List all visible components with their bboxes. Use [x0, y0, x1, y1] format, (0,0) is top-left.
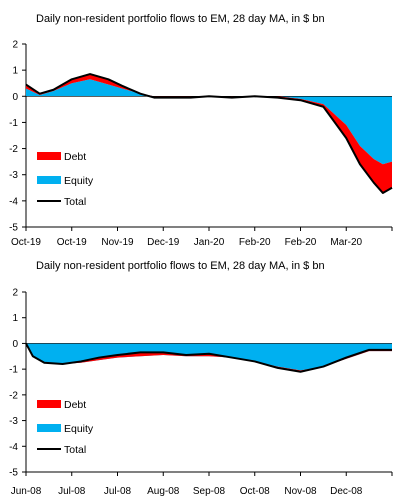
- chart-panel-top: Daily non-resident portfolio flows to EM…: [9, 13, 393, 248]
- legend-swatch-debt: [37, 400, 61, 408]
- series-debt-area: [26, 74, 392, 194]
- legend-swatch-equity: [37, 176, 61, 184]
- y-tick-label: -1: [9, 118, 18, 129]
- legend-swatch-debt: [37, 152, 61, 160]
- x-tick-label: Feb-20: [285, 237, 317, 248]
- x-tick-label: Dec-08: [330, 486, 363, 497]
- y-tick-label: -5: [9, 468, 18, 479]
- chart-title: Daily non-resident portfolio flows to EM…: [36, 260, 325, 272]
- x-tick-label: Aug-08: [147, 486, 180, 497]
- y-tick-label: 1: [12, 66, 18, 77]
- y-tick-label: 2: [12, 40, 18, 51]
- y-tick-label: -1: [9, 365, 18, 376]
- chart-panel-bottom: Daily non-resident portfolio flows to EM…: [9, 260, 393, 497]
- legend-label-equity: Equity: [64, 423, 94, 435]
- x-tick-label: Jun-08: [11, 486, 42, 497]
- series-total-line: [25, 73, 393, 195]
- legend-label-total: Total: [64, 196, 86, 208]
- y-tick-label: 1: [12, 313, 18, 324]
- x-tick-label: Nov-19: [101, 237, 134, 248]
- y-tick-label: 2: [12, 288, 18, 299]
- y-tick-label: -4: [9, 196, 18, 207]
- y-tick-label: 0: [12, 92, 18, 103]
- x-tick-label: Oct-19: [11, 237, 41, 248]
- y-tick-label: -2: [9, 144, 18, 155]
- x-tick-label: Jan-20: [194, 237, 225, 248]
- chart-title: Daily non-resident portfolio flows to EM…: [36, 13, 325, 25]
- series-equity-area: [26, 343, 392, 371]
- x-tick-label: Feb-20: [239, 237, 271, 248]
- y-tick-label: -4: [9, 442, 18, 453]
- legend-label-total: Total: [64, 444, 86, 456]
- x-tick-label: Nov-08: [284, 486, 317, 497]
- y-tick-label: -5: [9, 223, 18, 234]
- legend: Debt Equity Total: [37, 399, 94, 456]
- x-tick-label: Oct-08: [240, 486, 270, 497]
- plot-area: 2 1 0 -1 -2 -3 -4 -5 Jun-08 Jul-08 Jul-08 Aug-08 Sep…: [9, 288, 393, 497]
- x-tick-label: Oct-19: [57, 237, 87, 248]
- legend-label-debt: Debt: [64, 151, 86, 163]
- x-tick-label: Jul-08: [104, 486, 132, 497]
- y-tick-label: -3: [9, 416, 18, 427]
- x-tick-label: Dec-19: [147, 237, 180, 248]
- series-total-line: [25, 342, 392, 373]
- y-tick-label: -3: [9, 170, 18, 181]
- y-tick-label: -2: [9, 390, 18, 401]
- legend-swatch-equity: [37, 424, 61, 432]
- x-tick-label: Sep-08: [193, 486, 226, 497]
- plot-area: 2 1 0 -1 -2 -3 -4 -5 Oct-19 Oct-19 Nov-19 Dec-19 Jan…: [9, 40, 393, 248]
- x-tick-label: Mar-20: [330, 237, 362, 248]
- x-tick-label: Jul-08: [58, 486, 86, 497]
- y-tick-label: 0: [12, 339, 18, 350]
- legend-label-debt: Debt: [64, 399, 86, 411]
- legend: Debt Equity Total: [37, 151, 94, 208]
- legend-label-equity: Equity: [64, 175, 94, 187]
